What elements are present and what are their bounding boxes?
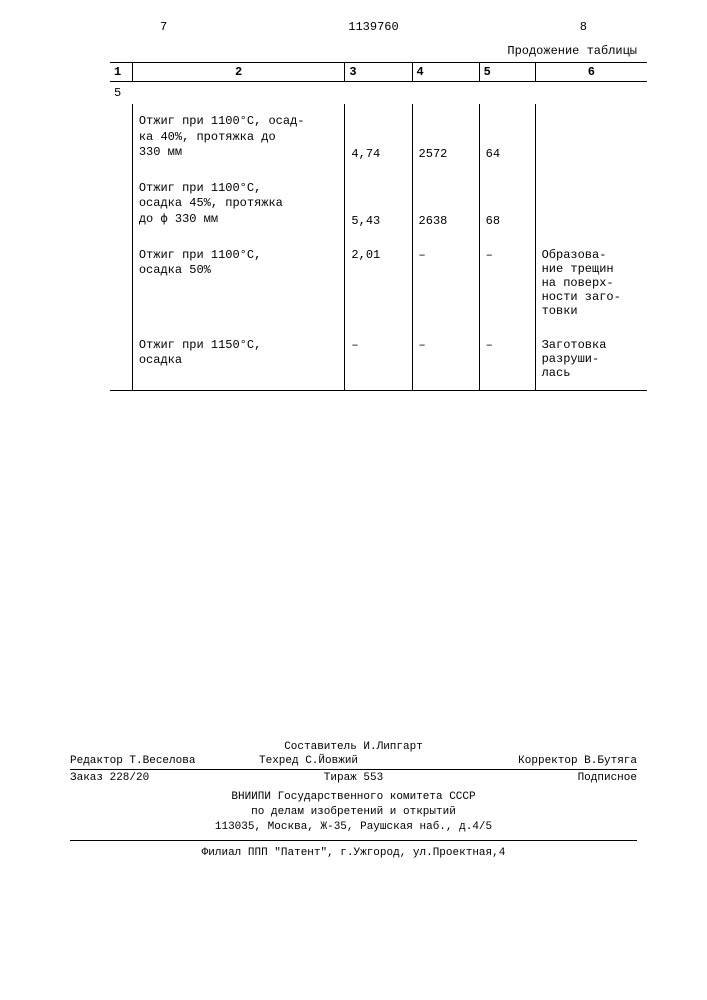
- cell: –: [479, 328, 535, 390]
- table-row: Отжиг при 1150°С, осадка – – – Заготовка…: [110, 328, 647, 390]
- cell: 64: [479, 104, 535, 171]
- editor: Редактор Т.Веселова: [70, 755, 259, 767]
- col-header-2: 2: [132, 63, 345, 82]
- cell: –: [412, 238, 479, 328]
- blank-space: [0, 391, 707, 741]
- subheader: 5: [110, 82, 647, 105]
- table-row: Отжиг при 1100°С, осадка 45%, протяжка д…: [110, 171, 647, 238]
- footer: Составитель И.Липгарт Редактор Т.Веселов…: [0, 741, 707, 859]
- cell: [535, 104, 647, 171]
- cell: –: [479, 238, 535, 328]
- page-right: 8: [580, 20, 587, 34]
- cell: 2,01: [345, 238, 412, 328]
- cell: Образова- ние трещин на поверх- ности за…: [535, 238, 647, 328]
- cell: 68: [479, 171, 535, 238]
- col-header-4: 4: [412, 63, 479, 82]
- col-header-5: 5: [479, 63, 535, 82]
- data-table: 1 2 3 4 5 6 5 Отжиг при 1100°С, осад- ка…: [0, 62, 707, 391]
- cell: 2638: [412, 171, 479, 238]
- cell: [110, 171, 132, 238]
- cell: [110, 328, 132, 390]
- order: Заказ 228/20: [70, 772, 259, 784]
- cell: –: [345, 328, 412, 390]
- cell: Отжиг при 1100°С, осадка 50%: [132, 238, 345, 328]
- cell: Заготовка разруши- лась: [535, 328, 647, 390]
- cell: Отжиг при 1150°С, осадка: [132, 328, 345, 390]
- cell: 2572: [412, 104, 479, 171]
- cell: 5,43: [345, 171, 412, 238]
- page-left: 7: [160, 20, 167, 34]
- table-row: Отжиг при 1100°С, осад- ка 40%, протяжка…: [110, 104, 647, 171]
- corrector: Корректор В.Бутяга: [448, 755, 637, 767]
- org-line2: по делам изобретений и открытий: [70, 805, 637, 820]
- cell: Отжиг при 1100°С, осад- ка 40%, протяжка…: [132, 104, 345, 171]
- cell: –: [412, 328, 479, 390]
- page-header: 7 1139760 8: [0, 0, 707, 34]
- col-header-6: 6: [535, 63, 647, 82]
- cell: [110, 238, 132, 328]
- subscript: Подписное: [448, 772, 637, 784]
- address: 113035, Москва, Ж-35, Раушская наб., д.4…: [70, 820, 637, 835]
- doc-number: 1139760: [348, 20, 398, 34]
- table-row: Отжиг при 1100°С, осадка 50% 2,01 – – Об…: [110, 238, 647, 328]
- cell: [110, 104, 132, 171]
- col-header-3: 3: [345, 63, 412, 82]
- compiler: Составитель И.Липгарт: [70, 741, 637, 755]
- cell: Отжиг при 1100°С, осадка 45%, протяжка д…: [132, 171, 345, 238]
- tirage: Тираж 553: [259, 772, 448, 784]
- cell: [535, 171, 647, 238]
- org-line1: ВНИИПИ Государственного комитета СССР: [70, 790, 637, 805]
- cell: 4,74: [345, 104, 412, 171]
- branch: Филиал ППП "Патент", г.Ужгород, ул.Проек…: [70, 841, 637, 859]
- continuation-label: Продожение таблицы: [0, 34, 707, 62]
- techred: Техред С.Йовжий: [259, 755, 448, 767]
- col-header-1: 1: [110, 63, 132, 82]
